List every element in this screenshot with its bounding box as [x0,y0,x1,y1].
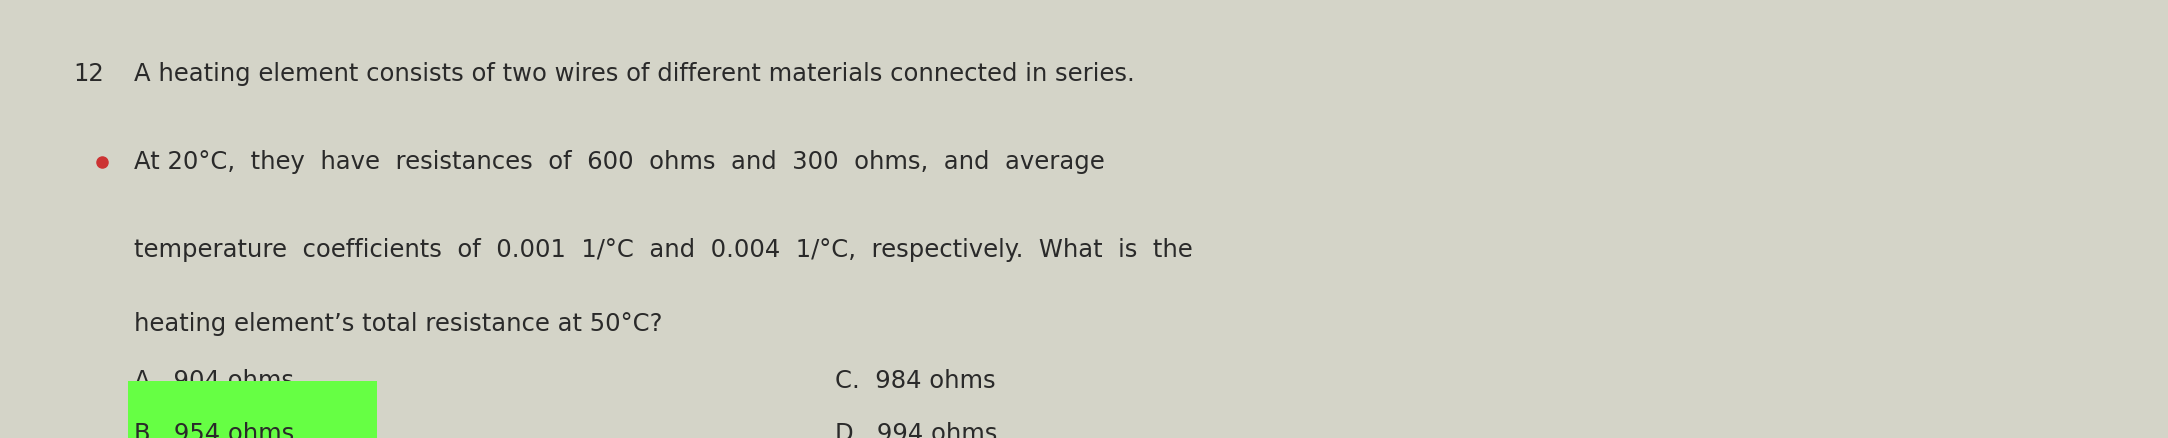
Text: At 20°C,  they  have  resistances  of  600  ohms  and  300  ohms,  and  average: At 20°C, they have resistances of 600 oh… [134,150,1106,174]
Text: C.  984 ohms: C. 984 ohms [835,369,995,393]
Text: A.  904 ohms: A. 904 ohms [134,369,295,393]
Text: temperature  coefficients  of  0.001  1/°C  and  0.004  1/°C,  respectively.  Wh: temperature coefficients of 0.001 1/°C a… [134,238,1192,261]
Text: heating element’s total resistance at 50°C?: heating element’s total resistance at 50… [134,312,663,336]
Text: A heating element consists of two wires of different materials connected in seri: A heating element consists of two wires … [134,63,1136,86]
Text: B.  954 ohms: B. 954 ohms [134,422,295,438]
Text: 12: 12 [74,63,104,86]
Text: D.  994 ohms: D. 994 ohms [835,422,997,438]
FancyBboxPatch shape [128,381,377,438]
